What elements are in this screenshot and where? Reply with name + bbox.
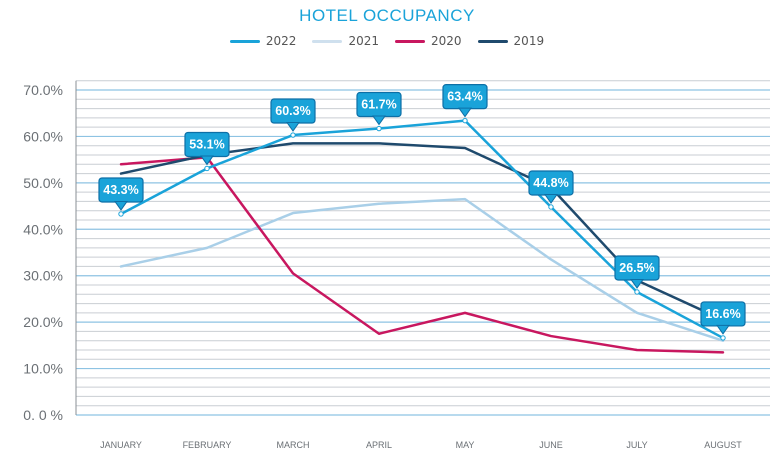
callout-pointer	[200, 155, 214, 166]
callout-pointer	[630, 278, 644, 289]
legend-item-2020: 2020	[395, 34, 462, 48]
x-tick-label: JANUARY	[100, 440, 142, 450]
data-label: 44.8%	[533, 176, 568, 190]
point-2022	[720, 335, 726, 341]
x-tick-label: AUGUST	[704, 440, 742, 450]
data-label: 61.7%	[361, 98, 396, 112]
legend-label-2019: 2019	[513, 34, 545, 48]
x-tick-label: JUNE	[539, 440, 563, 450]
data-label: 43.3%	[103, 183, 138, 197]
legend-item-2021: 2021	[312, 34, 379, 48]
point-2022	[376, 125, 382, 132]
data-label: 63.4%	[447, 90, 482, 104]
callout-pointer	[286, 122, 300, 132]
legend-label-2021: 2021	[348, 34, 379, 48]
y-tick-label: 40.0%	[23, 221, 63, 237]
y-tick-label: 30.0%	[23, 268, 63, 284]
y-tick-label: 70.0%	[23, 82, 63, 98]
x-tick-label: MAY	[456, 440, 475, 450]
legend-swatch-2021	[312, 39, 343, 43]
data-label: 53.1%	[189, 137, 224, 151]
x-tick-label: MARCH	[277, 440, 310, 450]
callout-pointer	[372, 115, 386, 126]
data-label: 60.3%	[275, 104, 310, 118]
point-2022	[548, 204, 554, 210]
data-label: 16.6%	[705, 307, 740, 321]
legend: 2022 2021 2020 2019	[0, 34, 774, 48]
y-tick-label: 50.0%	[23, 175, 63, 191]
point-2022	[290, 132, 296, 138]
data-label: 26.5%	[619, 261, 654, 275]
point-2022	[462, 117, 468, 124]
legend-label-2020: 2020	[431, 34, 462, 48]
legend-swatch-2019	[477, 39, 508, 43]
series-line-2020	[119, 156, 725, 354]
y-tick-label: 20.0%	[23, 314, 63, 330]
y-tick-label: 0. 0 %	[23, 407, 63, 423]
legend-swatch-2020	[395, 39, 425, 43]
x-tick-label: JULY	[626, 440, 647, 450]
chart-title: HOTEL OCCUPANCY	[299, 6, 475, 25]
legend-swatch-2022	[229, 39, 260, 43]
legend-label-2022: 2022	[265, 34, 297, 48]
x-tick-label: APRIL	[366, 440, 392, 450]
point-2022	[204, 165, 210, 172]
legend-item-2019: 2019	[477, 34, 545, 48]
callout-pointer	[544, 194, 558, 204]
callout-pointer	[458, 107, 472, 118]
x-tick-label: FEBRUARY	[183, 440, 232, 450]
series-line-2019	[119, 142, 725, 322]
y-tick-label: 60.0%	[23, 128, 63, 144]
point-2022	[634, 289, 640, 295]
y-tick-label: 10.0%	[23, 361, 63, 377]
point-2022	[118, 211, 124, 217]
callout-pointer	[114, 200, 128, 211]
legend-item-2022: 2022	[229, 34, 297, 48]
series-line-2021	[119, 197, 725, 342]
callout-pointer	[716, 324, 730, 335]
